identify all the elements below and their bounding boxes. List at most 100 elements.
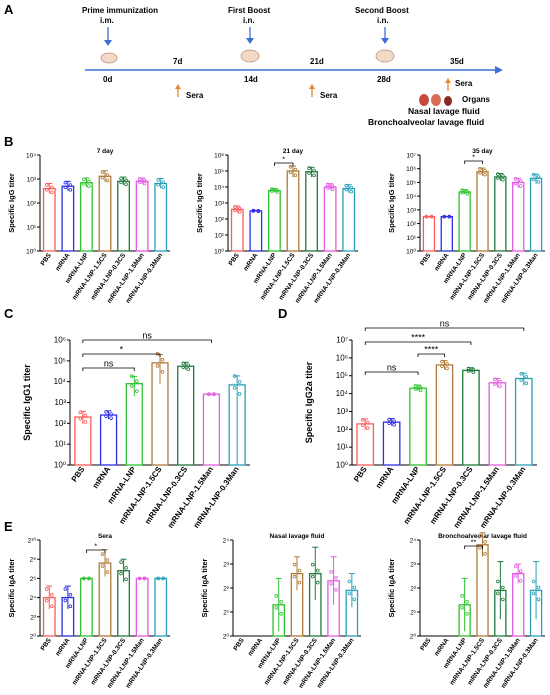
y-tick-label-C: 10³ [54,398,66,407]
sig-label-D: ns [387,363,397,373]
bar-B3 [458,191,471,252]
data-point-B3 [496,172,500,176]
sig-bracket-E3 [464,545,483,549]
data-point-D [519,371,524,376]
data-point-D [445,366,449,371]
bar-E1 [135,577,149,637]
data-point-B1 [100,175,105,180]
data-point-B3 [518,184,523,188]
chart-title-B1: 7 day [97,148,114,155]
event-route-0: i.m. [100,16,114,25]
data-point-C [78,416,83,421]
y-tick-label-B2: 10⁵ [214,169,224,176]
charts-layer: 10⁰ 10¹ 10² 10³ 10⁴ Specific IgG titer 7 day PB… [7,148,545,690]
data-point-C [83,413,88,418]
data-point-B2 [232,205,237,209]
data-point-B3 [536,180,541,184]
data-point-D [445,362,449,366]
sera-day-1: 21d [310,57,324,66]
x-tick-label-D: PBS [352,464,369,483]
data-point-E1 [100,564,105,568]
y-tick-label-C: 10¹ [54,440,66,449]
data-point-E1 [119,560,123,564]
bar-D [382,421,401,466]
data-point-B3 [465,189,469,194]
y-tick-label-D: 10⁶ [336,353,348,362]
y-tick-label-E3: 2⁴ [410,538,417,545]
data-point-B3 [531,177,536,182]
y-axis-label-E2: Specific IgA titer [200,558,209,617]
data-point-E3 [501,597,505,602]
event-arrowhead-1 [246,38,254,44]
sera-day-2: 35d [450,57,464,66]
data-point-B2 [307,171,311,175]
data-point-E2 [334,575,338,580]
x-tick-label-E1: mRNA-LNP-0.3Man [125,637,165,690]
data-point-E3 [536,597,541,602]
timeline-arrowhead [495,66,503,74]
organs-label: Organs [462,95,491,104]
data-point-B3 [424,214,429,219]
data-point-B2 [237,210,242,214]
data-point-E3 [531,579,536,584]
sera-label-2: Sera [455,79,473,88]
data-point-D [392,423,396,427]
data-point-E3 [483,551,487,556]
data-point-D [365,426,370,430]
y-tick-label-E3: 2² [410,586,417,593]
event-title-2: Second Boost [355,6,409,15]
x-tick-label-B3: mRNA [433,252,450,273]
data-point-B3 [501,174,505,178]
data-point-B1 [49,190,54,195]
bar-D [462,369,480,466]
sera-label-1: Sera [320,91,338,100]
data-point-C [109,412,113,416]
data-point-B3 [483,168,487,173]
data-point-B1 [105,173,110,177]
bar-B3 [512,181,525,252]
data-point-E2 [347,591,352,596]
data-point-E1 [100,552,105,556]
data-point-C [104,410,108,414]
data-point-B3 [513,177,518,181]
event-arrowhead-2 [381,38,389,44]
chart-title-B3: 35 day [472,148,493,155]
data-point-E2 [315,580,320,585]
data-point-E1 [63,598,68,603]
y-tick-label-D: 10² [336,425,348,434]
data-point-E2 [352,597,357,602]
data-point-C [129,374,134,379]
data-point-B1 [100,170,105,174]
mouse-icon-2 [375,49,395,63]
data-point-E2 [334,587,338,592]
x-tick-label-B2: mRNA-LNP-0.3Man [313,252,353,305]
y-tick-label-B1: 10¹ [27,225,37,232]
data-point-B2 [270,187,274,192]
bar-E1 [154,577,168,637]
bar-C [74,416,92,466]
y-tick-label-D: 10⁴ [336,389,349,398]
bar-D [356,423,375,466]
bar-B3 [440,215,453,252]
x-tick-label-B1: mRNA [54,252,71,273]
data-point-E3 [478,545,482,550]
y-tick-label-D: 10⁵ [336,371,348,380]
data-point-E1 [105,558,110,562]
data-point-B1 [49,185,54,190]
data-point-E2 [310,562,315,567]
organ-icon-lung [419,94,429,106]
y-tick-label-B2: 10³ [215,201,225,208]
y-tick-label-E2: 2⁴ [223,538,230,545]
data-point-B2 [293,173,298,177]
x-tick-label-D: mRNA-LNP-1.5Man [452,465,501,530]
bar-D [409,387,427,466]
y-tick-label-B2: 10¹ [215,233,225,240]
data-point-C [78,410,83,415]
bar-B1 [154,182,168,252]
data-point-B3 [536,175,541,179]
y-tick-label-E2: 2⁰ [223,633,230,641]
sera-arrowhead-2 [445,78,451,83]
mouse-icon-0 [100,52,118,64]
data-point-B1 [63,180,68,185]
data-point-B3 [531,172,536,177]
